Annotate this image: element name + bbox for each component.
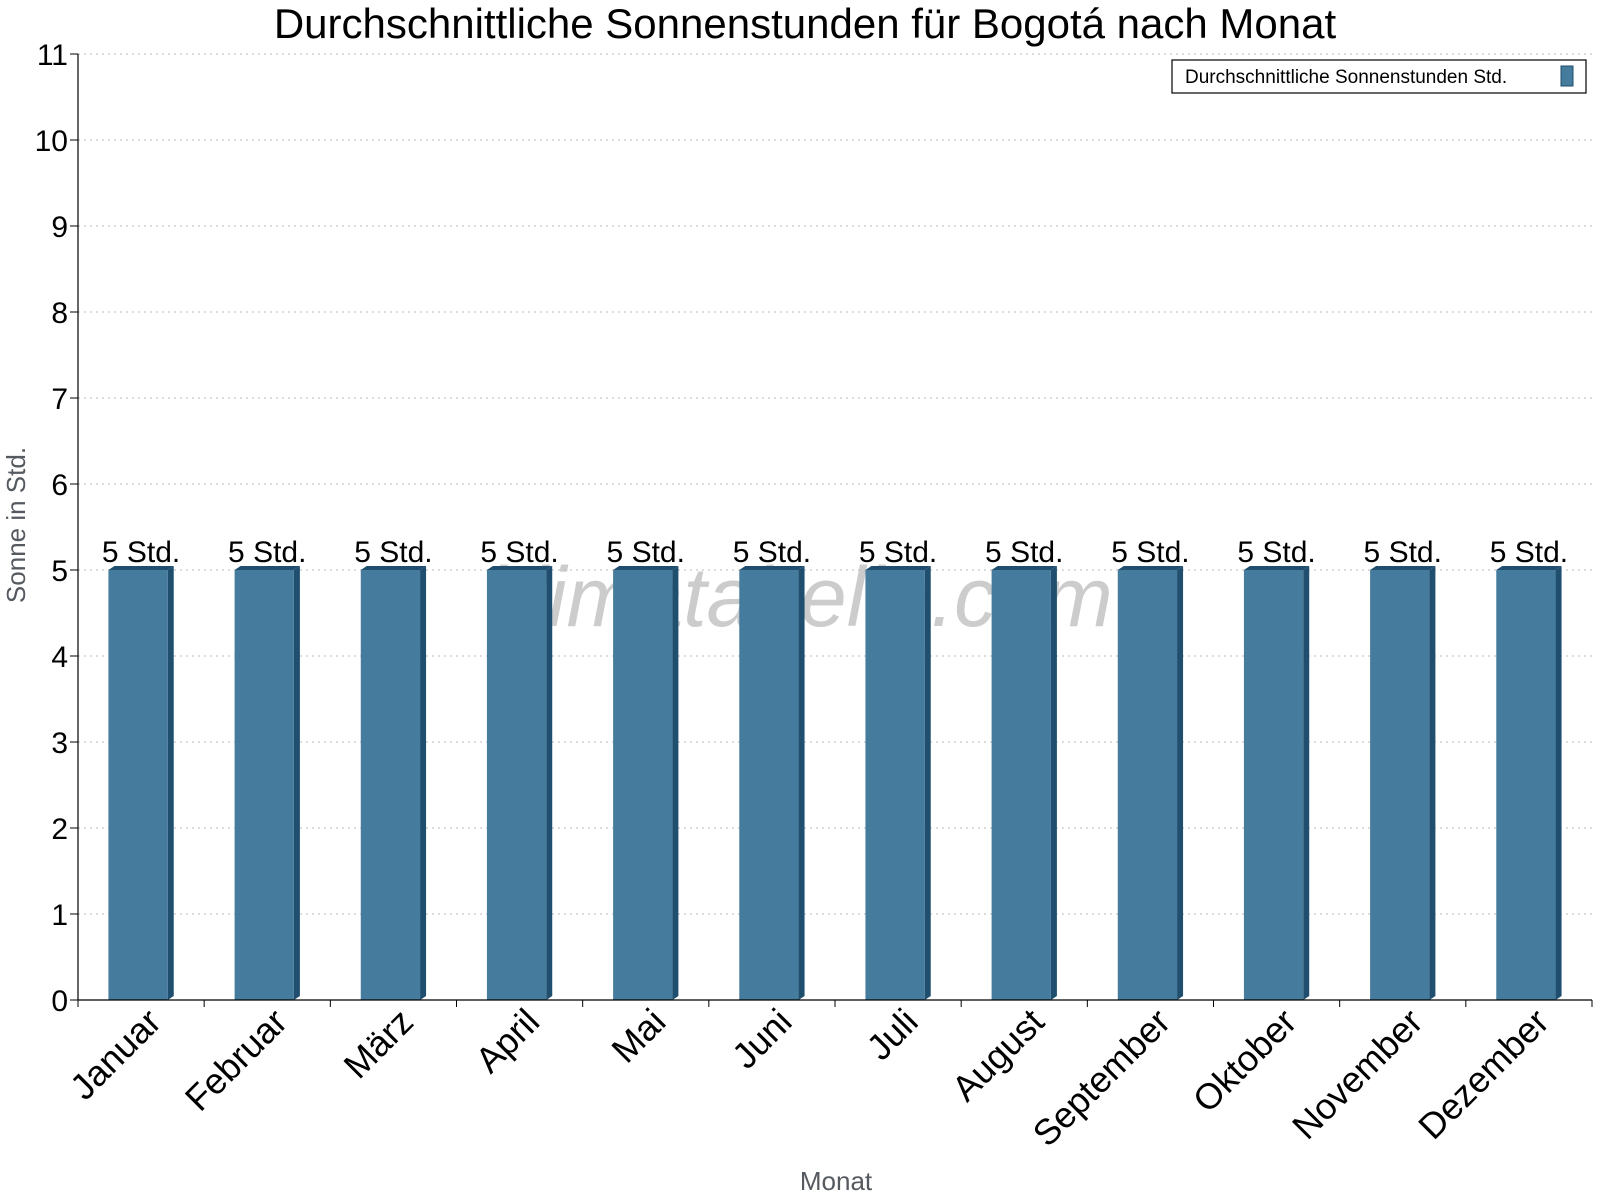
- data-label: 5 Std.: [607, 536, 685, 569]
- bar-side: [672, 566, 679, 1000]
- x-tick-label: Dezember: [1410, 1001, 1556, 1147]
- bar-front: [234, 570, 294, 1000]
- y-tick-label: 3: [51, 727, 68, 760]
- bar-front: [1243, 570, 1304, 1000]
- x-tick-label: März: [336, 1001, 422, 1087]
- x-axis: Januar Februar März April Mai Juni Juli AugustS…: [62, 999, 1593, 1155]
- bar-front: [108, 570, 168, 1000]
- bar-top: [360, 566, 427, 570]
- data-label: 5 Std.: [228, 536, 306, 569]
- bar-top: [1370, 566, 1436, 570]
- bar-front: [1370, 570, 1430, 1000]
- bar: [1117, 566, 1184, 1000]
- y-tick-label: 0: [51, 985, 68, 1018]
- x-tick-label: Juli: [859, 1001, 926, 1068]
- bar-top: [234, 566, 300, 570]
- x-tick-label: September: [1025, 1001, 1179, 1155]
- bar-front: [613, 570, 673, 1000]
- bar-side: [1177, 566, 1184, 1000]
- bar-top: [865, 566, 931, 570]
- chart-title: Durchschnittliche Sonnenstunden für Bogo…: [274, 0, 1337, 47]
- x-tick-label: Februar: [177, 1001, 295, 1119]
- y-tick-label: 4: [51, 641, 68, 674]
- x-tick-label: Mai: [603, 1001, 673, 1071]
- y-tick-label: 10: [35, 125, 68, 158]
- bar: [865, 566, 931, 1000]
- legend-label: Durchschnittliche Sonnenstunden Std.: [1185, 67, 1507, 88]
- data-label: 5 Std.: [859, 536, 937, 569]
- bar-top: [613, 566, 679, 570]
- bar-side: [420, 566, 427, 1000]
- bar-side: [1555, 566, 1562, 1000]
- legend: Durchschnittliche Sonnenstunden Std.: [1171, 59, 1587, 94]
- bar-side: [798, 566, 805, 1000]
- y-tick-label: 11: [37, 39, 68, 72]
- y-axis: 0 1 2 3 4 5 6 7 8 9 10 11: [35, 39, 79, 1018]
- bar: [1243, 566, 1310, 1000]
- bar-top: [991, 566, 1057, 570]
- bar-top: [1243, 566, 1310, 570]
- bar-top: [1496, 566, 1562, 570]
- bar-front: [486, 570, 547, 1000]
- bar: [360, 566, 427, 1000]
- legend-swatch: [1560, 65, 1574, 87]
- bar: [234, 566, 300, 1000]
- bar-top: [486, 566, 553, 570]
- bar-side: [1303, 566, 1310, 1000]
- bar: [991, 566, 1057, 1000]
- y-tick-label: 1: [51, 899, 68, 932]
- x-tick-label: August: [944, 1001, 1052, 1109]
- bar: [108, 566, 174, 1000]
- bar-side: [1050, 566, 1057, 1000]
- data-label: 5 Std.: [1364, 536, 1442, 569]
- y-tick-label: 5: [51, 555, 68, 588]
- bar-side: [546, 566, 553, 1000]
- bar: [1370, 566, 1436, 1000]
- bar: [613, 566, 679, 1000]
- bar-top: [108, 566, 174, 570]
- x-tick-label: Januar: [62, 1001, 169, 1108]
- y-tick-label: 9: [51, 211, 68, 244]
- data-label: 5 Std.: [733, 536, 811, 569]
- bar-front: [1496, 570, 1556, 1000]
- data-label: 5 Std.: [102, 536, 180, 569]
- data-label: 5 Std.: [985, 536, 1063, 569]
- x-tick-label: Juni: [724, 1001, 800, 1077]
- bar-front: [991, 570, 1051, 1000]
- bar: [739, 566, 805, 1000]
- bar-top: [1117, 566, 1184, 570]
- y-tick-label: 6: [51, 469, 68, 502]
- bars: 5 Std. 5 Std. 5 Std. 5 Std. 5 Std. 5 Std. 5 St…: [102, 536, 1568, 1000]
- bar: [1496, 566, 1562, 1000]
- bar-front: [1117, 570, 1178, 1000]
- grid-lines: [78, 53, 1592, 915]
- data-label: 5 Std.: [1237, 536, 1315, 569]
- bar-front: [739, 570, 799, 1000]
- bar-front: [865, 570, 925, 1000]
- bar: [486, 566, 553, 1000]
- y-tick-label: 8: [51, 297, 68, 330]
- y-tick-label: 2: [51, 813, 68, 846]
- bar-side: [167, 566, 174, 1000]
- bar-side: [1429, 566, 1436, 1000]
- x-tick-label: Oktober: [1185, 1001, 1305, 1121]
- bar-front: [360, 570, 421, 1000]
- y-axis-label: Sonne in Std.: [1, 447, 31, 603]
- data-label: 5 Std.: [354, 536, 432, 569]
- x-tick-label: November: [1284, 1001, 1430, 1147]
- data-label: 5 Std.: [1490, 536, 1568, 569]
- y-tick-label: 7: [51, 383, 68, 416]
- x-tick-label: April: [467, 1001, 547, 1081]
- data-label: 5 Std.: [1111, 536, 1189, 569]
- bar-side: [293, 566, 300, 1000]
- data-label: 5 Std.: [480, 536, 558, 569]
- legend-box: [1171, 59, 1587, 94]
- bar-side: [924, 566, 931, 1000]
- bar-top: [739, 566, 805, 570]
- x-axis-label: Monat: [800, 1166, 873, 1196]
